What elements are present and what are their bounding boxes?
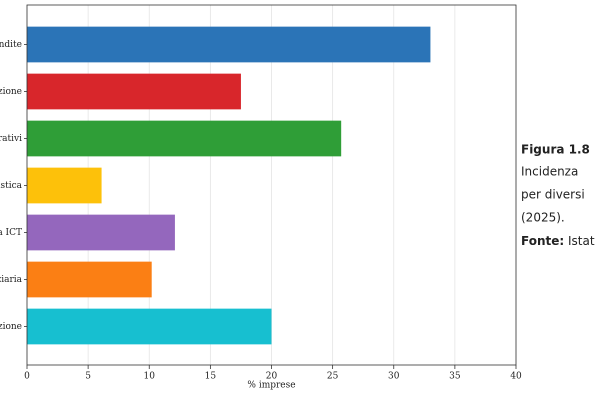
caption-line: Incidenza [521, 165, 578, 179]
bar [27, 308, 272, 345]
y-tick-label: zione [0, 87, 22, 97]
caption-line: per diversi [521, 188, 585, 202]
bar [27, 214, 175, 251]
x-tick-label: 20 [266, 372, 278, 382]
x-tick-label: 15 [205, 372, 217, 382]
figure-label: Figura 1.8 [521, 143, 590, 157]
x-tick-label: 0 [24, 372, 30, 382]
bar [27, 73, 241, 110]
source: Fonte: Istat [521, 234, 595, 248]
source-label: Fonte: [521, 234, 564, 248]
x-tick-label: 10 [144, 372, 156, 382]
y-tick-label: ziaria [0, 275, 23, 285]
x-tick-label: 5 [85, 372, 91, 382]
x-tick-label: 35 [449, 372, 461, 382]
y-tick-label: zione [0, 322, 22, 332]
y-tick-label: istica [0, 181, 23, 191]
bar [27, 26, 431, 63]
caption-line: (2025). [521, 211, 565, 225]
plot-frame [26, 4, 517, 366]
y-tick-label: rativi [0, 134, 22, 144]
y-tick-label: a ICT [0, 228, 22, 238]
x-tick-label: 40 [510, 372, 522, 382]
bar [27, 167, 102, 204]
x-tick-label: 25 [327, 372, 339, 382]
x-axis-label: % imprese [247, 381, 295, 391]
source-name: Istat [568, 234, 595, 248]
bar [27, 261, 152, 298]
bar [27, 120, 342, 157]
x-tick-label: 30 [388, 372, 400, 382]
